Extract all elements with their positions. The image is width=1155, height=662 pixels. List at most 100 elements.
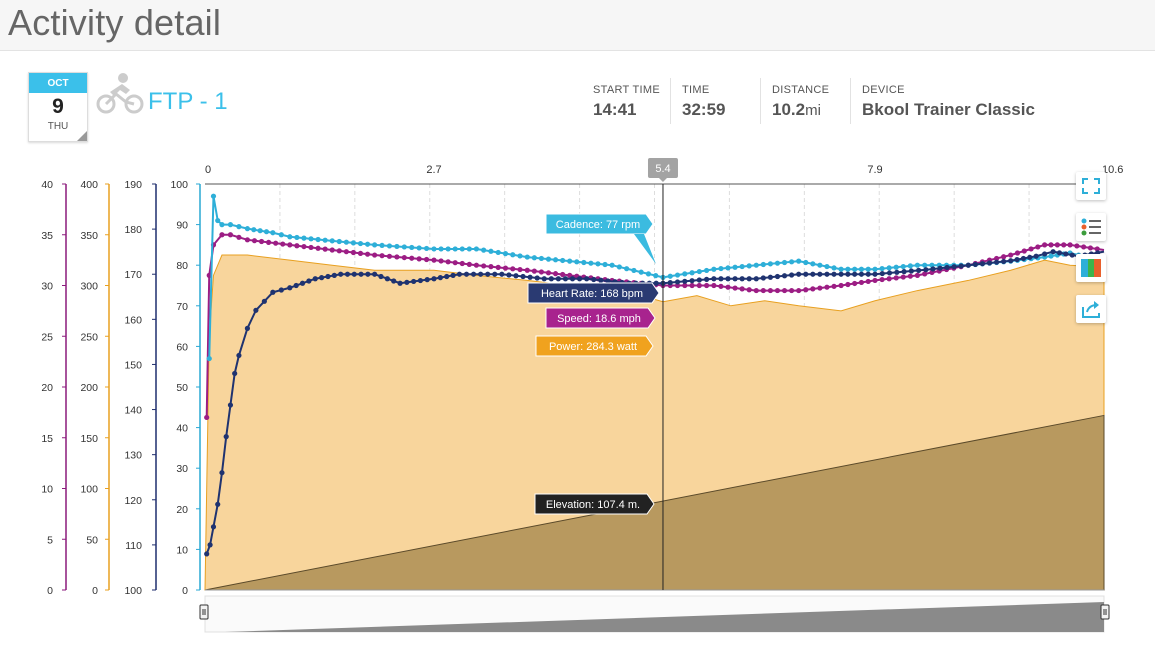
x-tick-label: 7.9 <box>867 164 882 176</box>
color-zones-button[interactable] <box>1076 254 1106 282</box>
series-point <box>682 271 688 277</box>
series-point <box>394 254 400 260</box>
share-button[interactable] <box>1076 295 1106 323</box>
speed-tick-label: 25 <box>41 331 53 343</box>
series-point <box>227 232 234 238</box>
series-point <box>481 247 487 253</box>
series-point <box>495 249 501 256</box>
series-point <box>452 246 458 252</box>
power-tick-label: 250 <box>80 331 98 343</box>
color-zones-icon <box>1081 259 1101 277</box>
series-point <box>322 246 328 252</box>
series-point <box>930 266 936 272</box>
series-point <box>365 271 371 277</box>
power-tick-label: 200 <box>80 382 98 394</box>
heart_rate-tick-label: 150 <box>124 359 142 371</box>
x-tick-label: 10.6 <box>1102 164 1123 176</box>
heart_rate-tick-label: 160 <box>124 314 142 326</box>
calendar-fold-icon <box>77 131 87 141</box>
speed-tick-label: 30 <box>41 281 53 293</box>
date-weekday: THU <box>47 121 69 132</box>
series-point <box>581 259 587 266</box>
date-month: OCT <box>29 73 87 93</box>
series-point <box>703 267 710 274</box>
series-point <box>459 260 465 267</box>
series-point <box>1063 251 1069 257</box>
series-point <box>674 279 681 285</box>
series-point <box>257 228 263 234</box>
stat-device: DEVICE Bkool Trainer Classic <box>862 84 1035 120</box>
series-point <box>215 501 221 507</box>
series-point <box>923 267 929 273</box>
series-point <box>567 258 573 264</box>
series-point <box>689 270 695 276</box>
series-point <box>502 265 509 271</box>
series-point <box>270 230 276 236</box>
series-point <box>329 238 335 244</box>
series-point <box>219 222 225 228</box>
series-point <box>781 287 788 294</box>
series-point <box>824 284 830 290</box>
series-point <box>907 263 913 269</box>
series-point <box>858 279 865 286</box>
series-point <box>329 247 335 253</box>
stat-label: DISTANCE <box>772 84 830 96</box>
series-point <box>456 271 463 277</box>
heart_rate-tick-label: 130 <box>124 450 142 462</box>
series-point <box>372 252 378 258</box>
series-point <box>538 269 545 275</box>
series-point <box>315 236 321 243</box>
series-point <box>767 287 774 294</box>
series-point <box>609 262 615 268</box>
series-point <box>781 259 788 266</box>
activity-chart[interactable]: 0 2.7 5.4 7.9 10.605101520253035400501001502… <box>0 150 1155 640</box>
series-point <box>739 276 745 282</box>
power-tick-label: 0 <box>92 585 98 597</box>
series-point <box>409 255 415 261</box>
series-point <box>379 242 385 249</box>
series-point <box>206 355 212 362</box>
series-point <box>696 268 702 275</box>
series-point <box>357 240 364 247</box>
series-point <box>824 263 830 270</box>
stat-label: TIME <box>682 84 710 96</box>
series-point <box>789 272 795 278</box>
cadence-tick-label: 10 <box>176 544 188 556</box>
series-point <box>682 282 688 289</box>
series-point <box>204 551 210 557</box>
heart_rate-tick-label: 120 <box>124 495 142 507</box>
series-point <box>562 276 569 282</box>
series-point <box>900 263 906 270</box>
series-point <box>386 243 393 249</box>
series-point <box>251 227 257 233</box>
stat-divider <box>760 78 761 124</box>
stat-value: 14:41 <box>593 100 637 119</box>
series-point <box>350 249 357 256</box>
speed-tick-label: 20 <box>41 382 53 394</box>
series-point <box>781 273 788 279</box>
series-point <box>384 276 390 282</box>
series-point <box>423 256 430 263</box>
cadence-tick-label: 20 <box>176 504 188 516</box>
series-point <box>916 267 922 273</box>
series-point <box>845 266 851 272</box>
stat-distance: DISTANCE 10.2mi <box>772 84 829 120</box>
legend-list-button[interactable] <box>1076 213 1106 241</box>
series-point <box>517 253 523 259</box>
activity-name[interactable]: FTP - 1 <box>148 88 228 115</box>
tooltip-box <box>527 282 660 304</box>
series-point <box>831 265 837 271</box>
series-point <box>513 273 519 279</box>
series-point <box>404 279 410 285</box>
series-point <box>901 269 907 275</box>
series-point <box>331 272 337 278</box>
series-point <box>386 253 393 259</box>
cadence-tick-label: 70 <box>176 301 188 313</box>
series-point <box>886 276 892 282</box>
series-point <box>602 261 608 268</box>
series-point <box>732 285 738 291</box>
fullscreen-button[interactable] <box>1076 172 1106 200</box>
series-point <box>548 276 554 282</box>
power-tick-label: 300 <box>80 281 98 293</box>
series-point <box>1001 258 1007 265</box>
